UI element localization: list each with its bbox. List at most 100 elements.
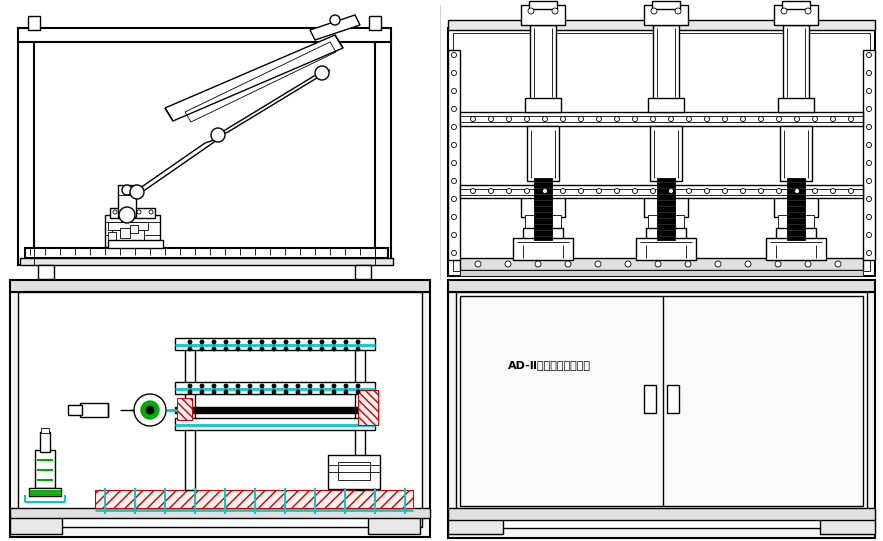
Bar [776, 228, 816, 240]
Bar [68, 405, 82, 415]
Bar [29, 488, 61, 496]
Circle shape [651, 116, 655, 122]
Circle shape [272, 340, 276, 344]
Circle shape [812, 116, 818, 122]
Bar [448, 518, 503, 534]
Circle shape [507, 116, 511, 122]
Circle shape [632, 188, 638, 194]
Circle shape [320, 340, 324, 344]
Bar [369, 16, 381, 30]
Bar [355, 345, 365, 490]
Circle shape [212, 390, 216, 394]
Circle shape [451, 196, 457, 201]
Circle shape [332, 390, 336, 394]
Circle shape [686, 188, 691, 194]
Circle shape [356, 340, 360, 344]
Circle shape [488, 116, 494, 122]
Circle shape [705, 188, 710, 194]
Bar [648, 215, 684, 229]
Circle shape [451, 233, 457, 237]
Bar [175, 407, 375, 413]
Bar [460, 112, 863, 126]
Bar [448, 292, 875, 538]
Circle shape [525, 188, 530, 194]
Circle shape [356, 390, 360, 394]
Circle shape [542, 116, 547, 122]
Circle shape [866, 214, 872, 220]
Circle shape [149, 210, 153, 214]
Bar [40, 432, 50, 452]
Bar [525, 98, 561, 112]
Circle shape [475, 261, 481, 267]
Circle shape [296, 347, 300, 351]
Circle shape [849, 116, 854, 122]
Circle shape [745, 261, 751, 267]
Circle shape [296, 384, 300, 388]
Circle shape [125, 210, 129, 214]
Bar [652, 1, 680, 9]
Bar [108, 222, 148, 230]
Circle shape [781, 8, 787, 14]
Circle shape [200, 384, 204, 388]
Bar [766, 238, 826, 260]
Text: AD-Ⅱ手动可靠性试验台: AD-Ⅱ手动可靠性试验台 [508, 360, 591, 370]
Circle shape [715, 261, 721, 267]
Bar [355, 265, 371, 279]
Circle shape [130, 185, 144, 199]
Circle shape [272, 384, 276, 388]
Bar [774, 195, 818, 217]
Circle shape [284, 340, 288, 344]
Circle shape [248, 347, 252, 351]
Circle shape [320, 390, 324, 394]
Circle shape [866, 70, 872, 76]
Bar [20, 258, 393, 265]
Bar [185, 345, 195, 490]
Circle shape [866, 107, 872, 111]
Bar [105, 215, 160, 247]
Circle shape [668, 116, 674, 122]
Circle shape [236, 390, 240, 394]
Bar [28, 16, 40, 30]
Circle shape [525, 116, 530, 122]
Circle shape [134, 394, 166, 426]
Circle shape [758, 116, 764, 122]
Circle shape [224, 390, 228, 394]
Bar [448, 50, 460, 260]
Bar [513, 238, 573, 260]
Circle shape [831, 188, 835, 194]
Circle shape [344, 390, 348, 394]
Circle shape [805, 261, 811, 267]
Bar [10, 280, 430, 292]
Circle shape [315, 66, 329, 80]
Circle shape [686, 116, 691, 122]
Bar [646, 228, 686, 240]
Bar [782, 1, 810, 9]
Bar [338, 462, 370, 480]
Bar [529, 1, 557, 9]
Circle shape [260, 390, 264, 394]
Bar [10, 508, 430, 518]
Circle shape [741, 116, 745, 122]
Bar [820, 518, 875, 534]
Circle shape [188, 340, 192, 344]
Circle shape [224, 347, 228, 351]
Polygon shape [310, 15, 360, 40]
Circle shape [344, 340, 348, 344]
Bar [523, 228, 563, 240]
Circle shape [332, 384, 336, 388]
Circle shape [248, 340, 252, 344]
Circle shape [272, 347, 276, 351]
Bar [448, 20, 875, 30]
Bar [375, 40, 391, 265]
Circle shape [344, 347, 348, 351]
Circle shape [597, 188, 601, 194]
Bar [521, 5, 565, 25]
Circle shape [451, 52, 457, 57]
Circle shape [741, 188, 745, 194]
Circle shape [308, 390, 312, 394]
Bar [657, 178, 675, 240]
Bar [530, 25, 556, 100]
Circle shape [200, 347, 204, 351]
Bar [118, 185, 136, 217]
Circle shape [722, 188, 728, 194]
